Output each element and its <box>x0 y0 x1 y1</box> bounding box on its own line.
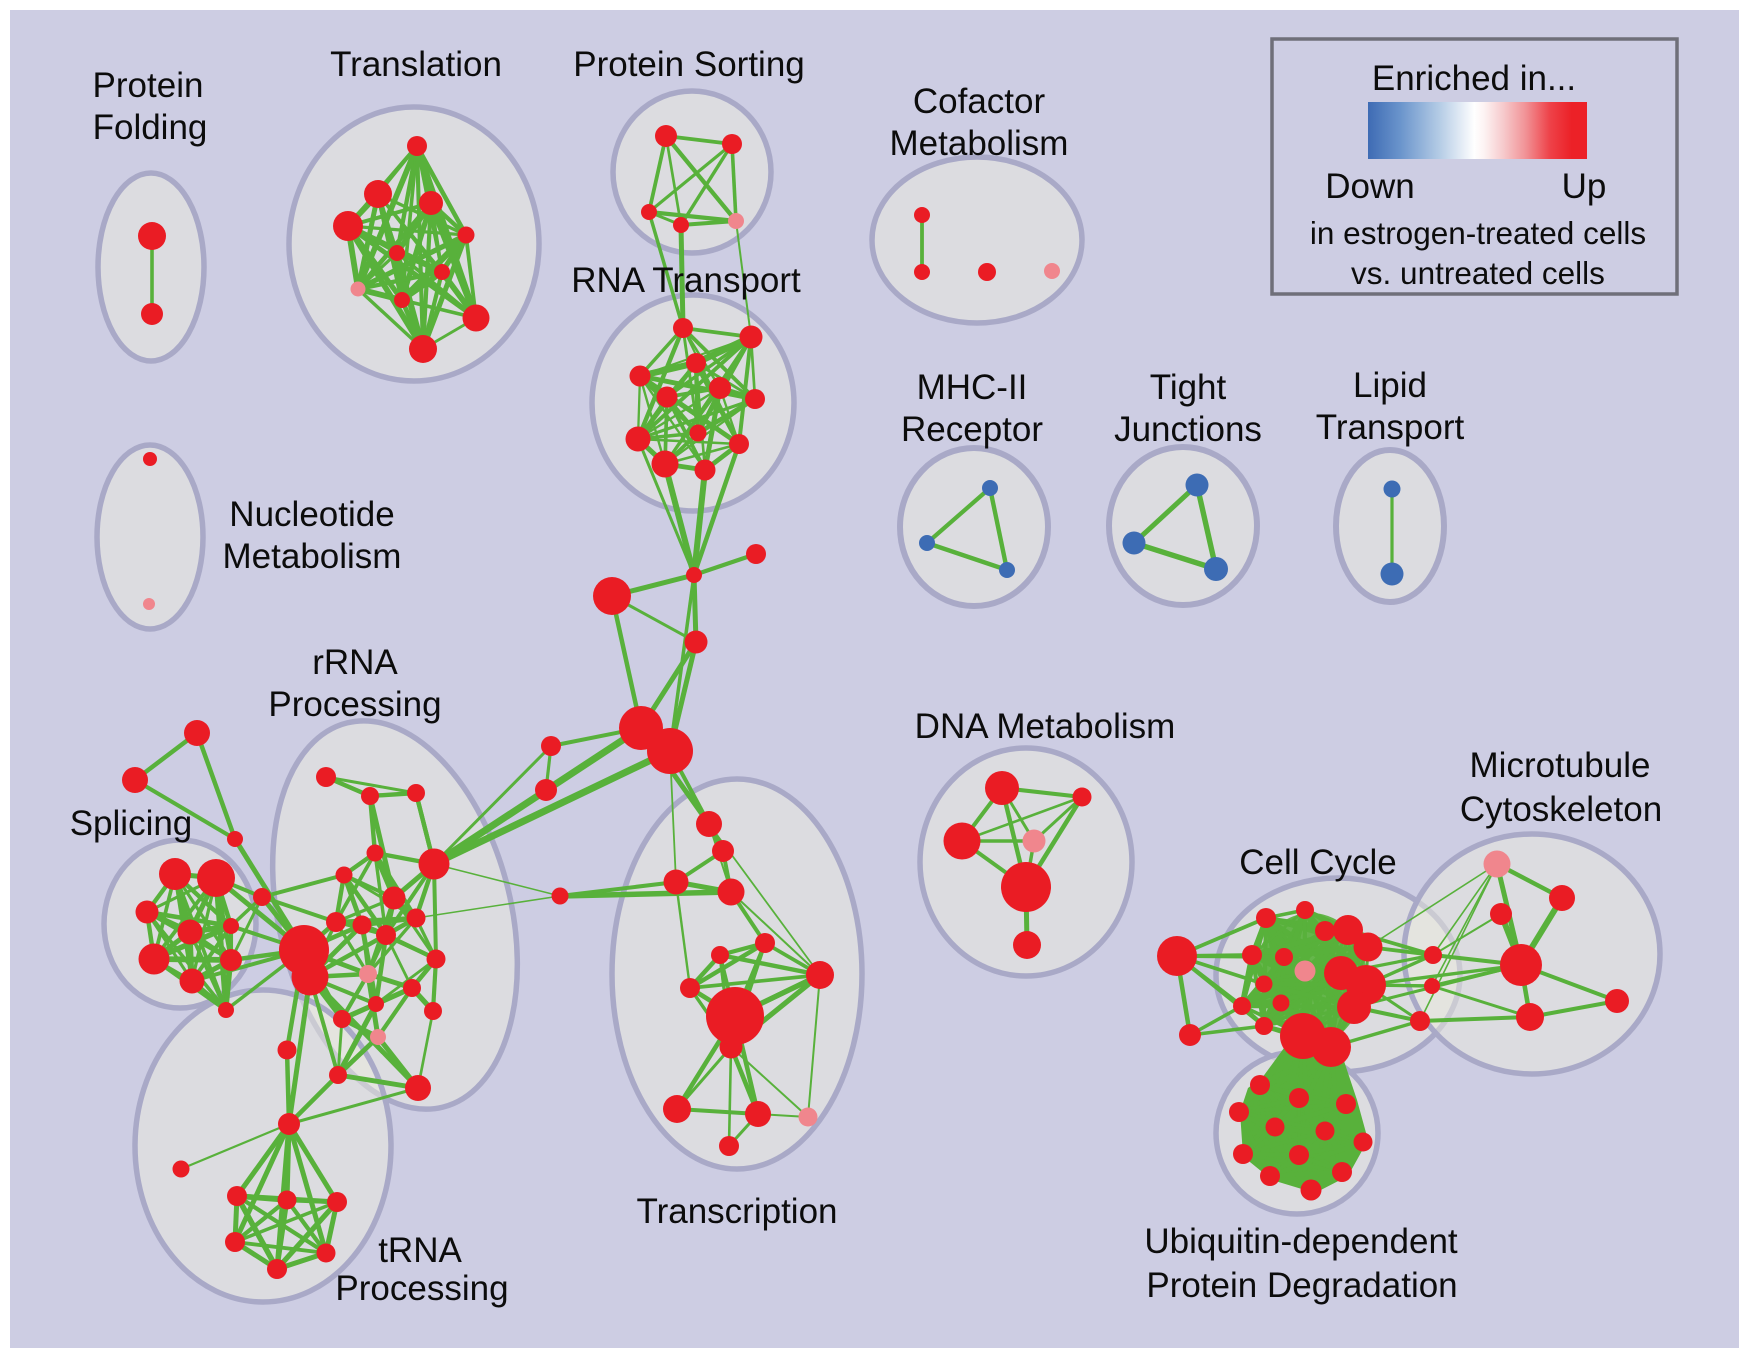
svg-text:MHC-II: MHC-II <box>917 368 1028 407</box>
svg-text:RNA Transport: RNA Transport <box>571 261 801 300</box>
svg-text:Protein: Protein <box>93 66 204 105</box>
svg-text:Cofactor: Cofactor <box>913 82 1046 121</box>
svg-text:Protein Sorting: Protein Sorting <box>573 45 805 84</box>
svg-text:Cytoskeleton: Cytoskeleton <box>1460 790 1662 829</box>
svg-text:Metabolism: Metabolism <box>223 537 402 576</box>
svg-text:Transport: Transport <box>1316 408 1465 447</box>
svg-text:rRNA: rRNA <box>312 643 398 682</box>
svg-text:Splicing: Splicing <box>70 804 193 843</box>
svg-text:Receptor: Receptor <box>901 410 1043 449</box>
svg-text:Lipid: Lipid <box>1353 366 1427 405</box>
svg-text:DNA Metabolism: DNA Metabolism <box>915 707 1176 746</box>
svg-text:Nucleotide: Nucleotide <box>229 495 394 534</box>
svg-text:vs. untreated cells: vs. untreated cells <box>1351 255 1605 291</box>
svg-text:Up: Up <box>1562 167 1607 206</box>
svg-text:Folding: Folding <box>93 108 208 147</box>
svg-text:Down: Down <box>1325 167 1414 206</box>
svg-text:in estrogen-treated cells: in estrogen-treated cells <box>1310 215 1646 251</box>
svg-text:Enriched in...: Enriched in... <box>1372 59 1576 98</box>
svg-text:Tight: Tight <box>1150 368 1227 407</box>
svg-text:Processing: Processing <box>268 685 441 724</box>
svg-text:Processing: Processing <box>335 1269 508 1308</box>
svg-text:Junctions: Junctions <box>1114 410 1262 449</box>
svg-text:Microtubule: Microtubule <box>1470 746 1651 785</box>
svg-text:Metabolism: Metabolism <box>890 124 1069 163</box>
svg-text:tRNA: tRNA <box>378 1231 462 1270</box>
svg-text:Transcription: Transcription <box>637 1192 838 1231</box>
svg-text:Protein Degradation: Protein Degradation <box>1146 1266 1457 1305</box>
svg-text:Cell Cycle: Cell Cycle <box>1239 843 1397 882</box>
svg-text:Ubiquitin-dependent: Ubiquitin-dependent <box>1144 1222 1458 1261</box>
svg-text:Translation: Translation <box>330 45 502 84</box>
